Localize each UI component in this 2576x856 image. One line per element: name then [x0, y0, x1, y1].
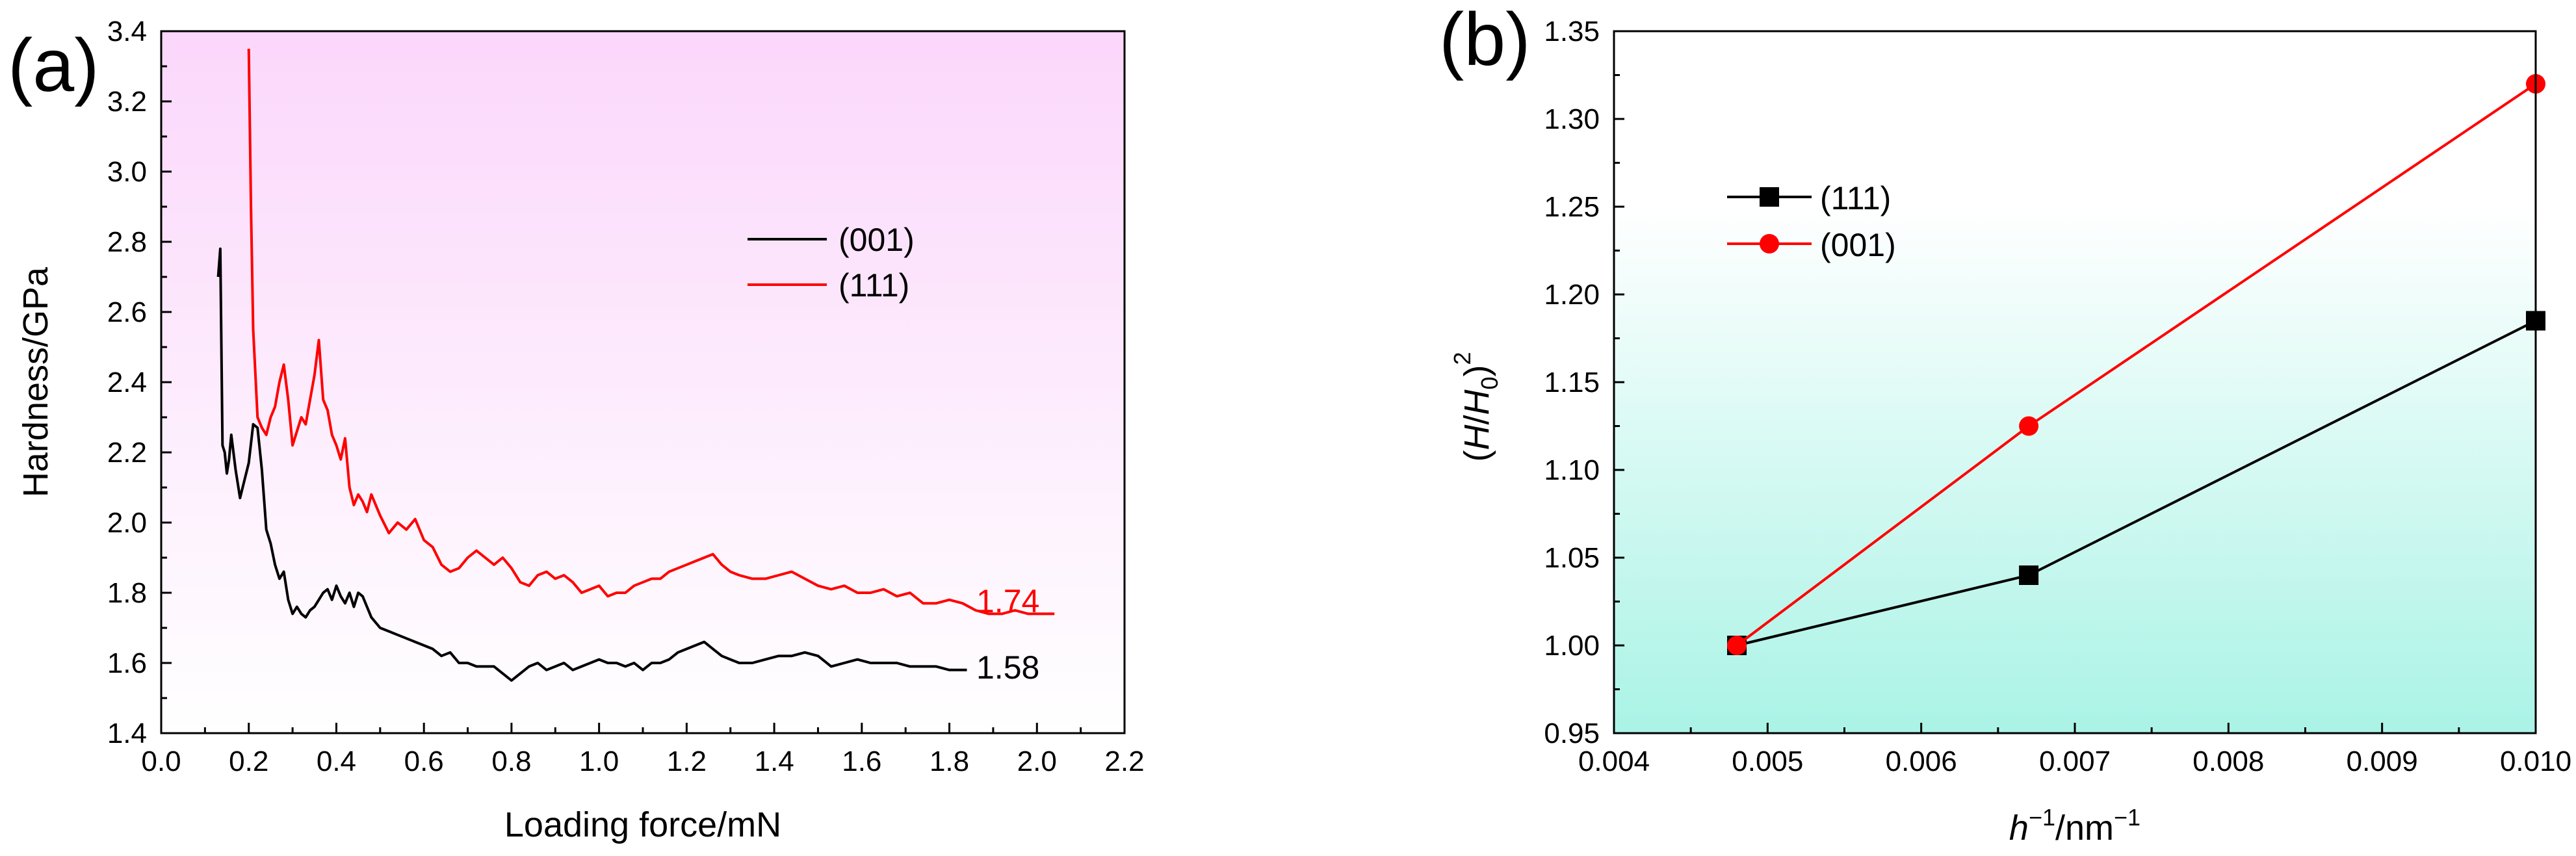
x-tick-label: 0.004 — [1578, 746, 1650, 777]
x-tick-label: 1.2 — [667, 746, 707, 777]
panel-a-legend: (001) (111) — [748, 222, 915, 304]
x-tick-label: 1.0 — [579, 746, 619, 777]
y-tick-label: 1.30 — [1544, 103, 1600, 135]
x-tick-label: 2.0 — [1017, 746, 1057, 777]
y-tick-label: 2.2 — [107, 437, 147, 469]
panel-b-plot-background — [1614, 31, 2536, 733]
y-tick-label: 2.8 — [107, 226, 147, 258]
x-tick-label: 0.2 — [229, 746, 268, 777]
panel-a-plot-background — [161, 31, 1125, 733]
point-marker-001 — [1727, 636, 1747, 655]
x-tick-label: 0.005 — [1732, 746, 1803, 777]
y-tick-label: 1.20 — [1544, 279, 1600, 311]
panel-b-legend: (111) (001) — [1727, 180, 1896, 263]
y-tick-label: 1.05 — [1544, 542, 1600, 574]
x-tick-label: 1.6 — [842, 746, 881, 777]
chart-panel-b: 0.004 0.005 0.006 0.007 0.008 0.009 0.010 0.95… — [1439, 0, 2571, 848]
series-line-111 — [247, 48, 1055, 616]
x-tick-label: 0.010 — [2500, 746, 2571, 777]
panel-a-y-ticks: 1.4 1.6 1.8 2.0 2.2 2.4 2.6 2.8 3.0 3.2 3.4 — [107, 16, 172, 749]
panel-b-x-axis-label: h−1/nm−1 — [2009, 804, 2140, 848]
panel-a-y-axis-label: Hardness/GPa — [16, 266, 55, 497]
y-tick-label: 3.4 — [107, 16, 147, 47]
panel-a-label: (a) — [8, 24, 99, 107]
y-tick-label: 2.6 — [107, 296, 147, 328]
x-tick-label: 1.4 — [755, 746, 794, 777]
legend-label-b-111: (111) — [1820, 180, 1891, 216]
y-tick-label: 1.8 — [107, 577, 147, 609]
chart-panel-a: 0.0 0.2 0.4 0.6 0.8 1.0 1.2 1.4 1.6 1.8 2.0 2.2 1.4… — [8, 16, 1145, 844]
y-tick-label: 1.6 — [107, 647, 147, 679]
x-tick-label: 0.6 — [404, 746, 444, 777]
y-tick-label: 1.10 — [1544, 454, 1600, 486]
x-tick-label: 0.0 — [141, 746, 181, 777]
legend-label-001: (001) — [839, 222, 915, 258]
legend-label-b-001: (001) — [1820, 227, 1896, 263]
panel-a-x-ticks: 0.0 0.2 0.4 0.6 0.8 1.0 1.2 1.4 1.6 1.8 2.0 2.2 — [141, 723, 1145, 777]
point-marker-001 — [2019, 416, 2039, 436]
x-tick-label: 2.2 — [1104, 746, 1144, 777]
y-tick-label: 1.35 — [1544, 16, 1600, 47]
legend-marker-circle — [1760, 234, 1779, 253]
legend-label-111: (111) — [839, 267, 909, 304]
x-tick-label: 0.007 — [2039, 746, 2111, 777]
x-tick-label: 1.8 — [930, 746, 969, 777]
x-tick-label: 0.8 — [491, 746, 531, 777]
end-label-001: 1.58 — [976, 649, 1039, 686]
y-tick-label: 2.0 — [107, 507, 147, 539]
y-tick-label: 1.4 — [107, 718, 147, 749]
x-tick-label: 0.006 — [1886, 746, 1957, 777]
y-tick-label: 2.4 — [107, 367, 147, 398]
panel-a-series — [216, 48, 1055, 682]
panel-b-label: (b) — [1439, 0, 1531, 81]
panel-b-y-ticks: 0.95 1.00 1.05 1.10 1.15 1.20 1.25 1.30 1.35 — [1544, 16, 1624, 749]
x-tick-label: 0.008 — [2192, 746, 2264, 777]
point-marker-111 — [2019, 565, 2039, 585]
y-tick-label: 0.95 — [1544, 718, 1600, 749]
y-tick-label: 3.0 — [107, 156, 147, 188]
x-tick-label: 0.009 — [2347, 746, 2418, 777]
x-tick-label: 0.4 — [317, 746, 356, 777]
y-tick-label: 1.00 — [1544, 630, 1600, 662]
series-line-001 — [216, 247, 967, 682]
panel-b-x-ticks: 0.004 0.005 0.006 0.007 0.008 0.009 0.010 — [1578, 723, 2571, 777]
y-tick-label: 1.25 — [1544, 191, 1600, 223]
end-label-111: 1.74 — [976, 583, 1039, 619]
y-tick-label: 3.2 — [107, 86, 147, 118]
y-tick-label: 1.15 — [1544, 367, 1600, 398]
panel-a-x-axis-label: Loading force/mN — [504, 805, 781, 844]
panel-b-y-axis-label: (H/H0)2 — [1449, 352, 1503, 461]
legend-marker-square — [1760, 187, 1779, 207]
